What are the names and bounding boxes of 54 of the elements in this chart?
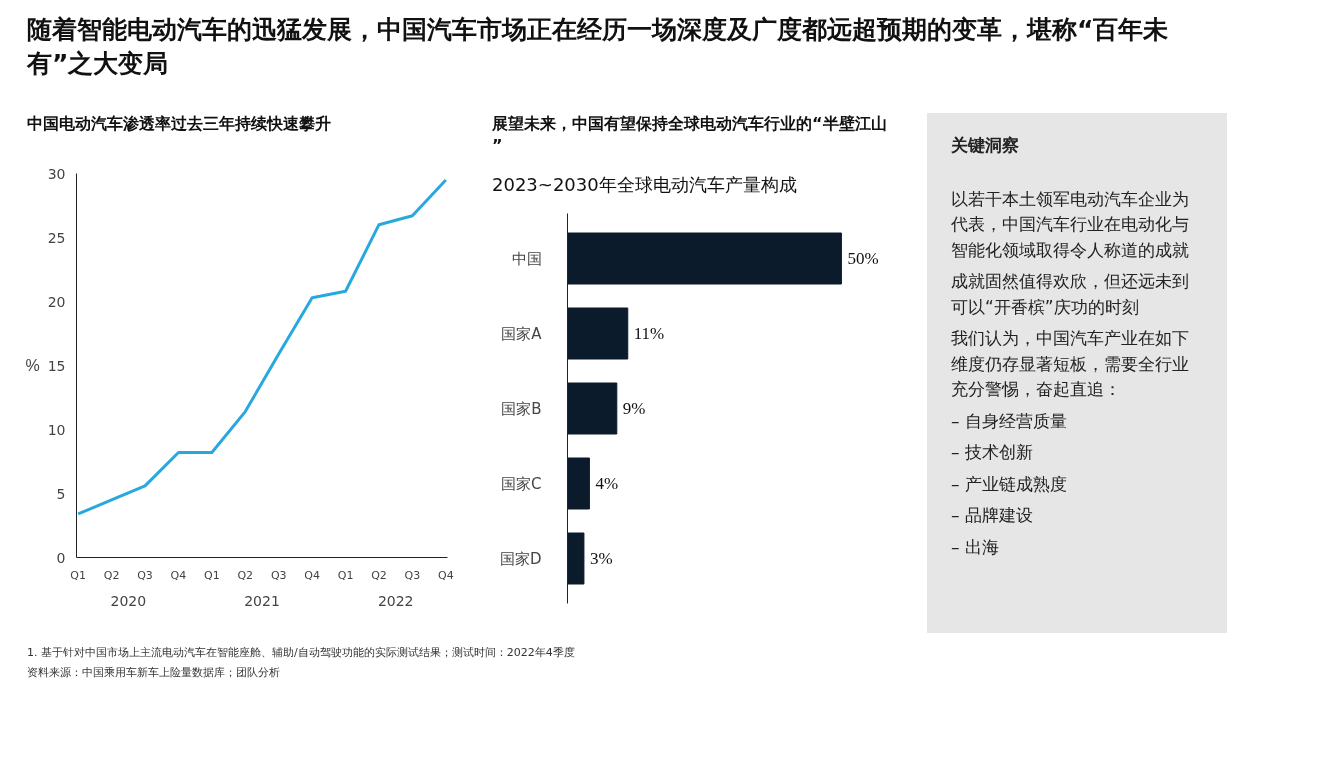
text: – 自身经营质量 bbox=[951, 409, 1068, 433]
data-label: 4% bbox=[595, 474, 619, 493]
y-tick-label: 20 bbox=[47, 293, 66, 310]
text: 我们认为，中国汽车产业在如下维度仍存显著短板，需要全行业充分警惕，奋起直追： bbox=[951, 327, 1190, 401]
bar bbox=[567, 382, 618, 435]
x-tick-label: Q2 bbox=[103, 568, 120, 582]
text: 资料来源：中国乘用车新车上险量数据库；团队分析 bbox=[27, 664, 281, 681]
data-label: 9% bbox=[622, 399, 646, 418]
x-tick-label: Q1 bbox=[70, 568, 87, 582]
bar bbox=[567, 457, 590, 510]
x-tick-label: Q2 bbox=[237, 568, 254, 582]
y-tick-label: 中国 bbox=[511, 249, 542, 268]
text: 成就固然值得欢欣，但还远未到可以“开香槟”庆功的时刻 bbox=[951, 270, 1190, 319]
y-tick-label: 30 bbox=[47, 165, 66, 182]
text: 2022 bbox=[377, 592, 414, 609]
text: – 技术创新 bbox=[951, 441, 1034, 464]
text: 关键洞察 bbox=[951, 134, 1020, 157]
chart-subtitle: 2023~2030年全球电动汽车产量构成 bbox=[492, 173, 797, 197]
x-tick-label: Q4 bbox=[304, 568, 320, 582]
line-series bbox=[76, 178, 448, 516]
data-label: 11% bbox=[633, 324, 665, 343]
bar bbox=[567, 307, 629, 360]
y-tick-label: 国家C bbox=[501, 474, 542, 493]
x-tick-label: Q3 bbox=[270, 568, 287, 582]
x-tick-label: Q3 bbox=[404, 568, 421, 582]
text: 以若干本土领军电动汽车企业为代表，中国汽车行业在电动化与智能化领域取得令人称道的成就 bbox=[951, 187, 1190, 262]
bar bbox=[567, 532, 585, 585]
text: 1. 基于针对中国市场上主流电动汽车在智能座舱、辅助/自动驾驶功能的实际测试结果；测试时间：2022年4季度 bbox=[27, 645, 575, 661]
data-label: 3% bbox=[589, 549, 613, 568]
y-tick-label: 国家D bbox=[499, 549, 542, 568]
text: – 品牌建设 bbox=[951, 504, 1034, 527]
text: – 产业链成熟度 bbox=[951, 472, 1068, 496]
text: 随着智能电动汽车的迅猛发展，中国汽车市场正在经历一场深度及广度都远超预期的变革，堪称“百年未有”之大变局 bbox=[27, 14, 1170, 80]
y-tick-label: 国家A bbox=[501, 324, 543, 343]
y-tick-label: 国家B bbox=[501, 399, 542, 418]
x-tick-label: Q4 bbox=[170, 568, 187, 582]
chart-title: 展望未来，中国有望保持全球电动汽车行业的“半壁江山 ” bbox=[492, 113, 888, 157]
x-tick-label: Q2 bbox=[371, 568, 387, 582]
y-tick-label: 0 bbox=[56, 549, 66, 566]
text: 2021 bbox=[244, 592, 280, 609]
y-tick-label: 15 bbox=[47, 357, 66, 374]
chart-title: 中国电动汽车渗透率过去三年持续快速攀升 bbox=[27, 113, 331, 135]
x-tick-label: Q4 bbox=[438, 568, 454, 582]
data-label: 50% bbox=[847, 249, 879, 268]
y-axis-title: % bbox=[25, 357, 40, 374]
y-tick-label: 5 bbox=[56, 485, 66, 502]
text: – 出海 bbox=[951, 535, 1000, 559]
x-tick-label: Q1 bbox=[337, 568, 354, 582]
y-tick-label: 25 bbox=[47, 229, 66, 246]
x-tick-label: Q3 bbox=[137, 568, 153, 582]
text: 2020 bbox=[110, 592, 147, 609]
bar bbox=[567, 232, 842, 285]
x-tick-label: Q1 bbox=[204, 568, 220, 582]
y-tick-label: 10 bbox=[47, 421, 66, 438]
